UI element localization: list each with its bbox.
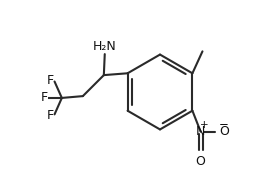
Text: F: F: [46, 74, 54, 87]
Text: +: +: [200, 120, 209, 130]
Text: −: −: [219, 118, 229, 131]
Text: O: O: [196, 155, 205, 168]
Text: H₂N: H₂N: [93, 40, 117, 53]
Text: O: O: [219, 125, 229, 138]
Text: F: F: [41, 91, 48, 105]
Text: N: N: [196, 125, 205, 138]
Text: F: F: [46, 109, 54, 122]
